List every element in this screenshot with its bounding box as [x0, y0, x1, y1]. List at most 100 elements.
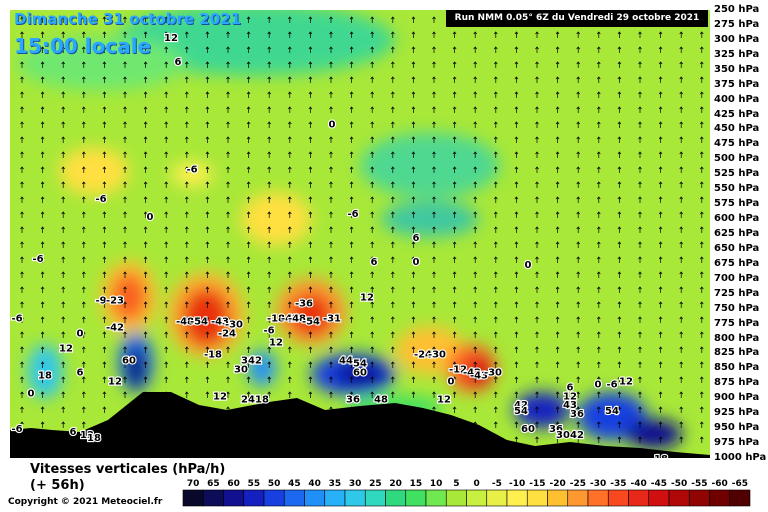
- wind-arrow: [638, 226, 642, 233]
- contour-label: -6: [32, 254, 43, 265]
- colorbar-label: -60: [711, 479, 727, 489]
- pressure-tick-label: 275 hPa: [714, 18, 760, 30]
- contour-label: 12: [108, 376, 122, 387]
- wind-arrow: [555, 121, 560, 128]
- wind-arrow: [452, 121, 457, 128]
- wind-arrow: [267, 361, 271, 368]
- wind-arrow: [20, 211, 24, 218]
- velocity-patch: [111, 272, 147, 321]
- colorbar-label: 0: [473, 479, 479, 489]
- wind-arrow: [102, 31, 107, 38]
- wind-arrow: [205, 226, 210, 233]
- wind-arrow: [185, 316, 189, 323]
- wind-arrow: [329, 316, 333, 323]
- wind-arrow: [61, 196, 65, 203]
- wind-arrow: [185, 196, 189, 203]
- wind-arrow: [473, 151, 477, 158]
- wind-arrow: [617, 106, 622, 113]
- wind-arrow: [123, 301, 127, 308]
- wind-arrow: [576, 91, 580, 98]
- wind-arrow: [82, 361, 86, 368]
- wind-arrow: [246, 151, 251, 158]
- wind-arrow: [82, 271, 86, 278]
- contour-label: 60: [122, 355, 136, 366]
- wind-arrow: [123, 91, 127, 98]
- wind-arrow: [494, 106, 498, 113]
- wind-arrow: [143, 46, 148, 53]
- contour-label: 54: [514, 406, 528, 417]
- wind-arrow: [288, 106, 292, 113]
- wind-arrow: [185, 301, 189, 308]
- wind-arrow: [617, 241, 622, 248]
- wind-arrow: [288, 166, 292, 173]
- wind-arrow: [452, 406, 457, 413]
- wind-arrow: [143, 151, 148, 158]
- wind-arrow: [432, 286, 436, 293]
- colorbar-swatch: [648, 489, 670, 507]
- wind-arrow: [40, 301, 45, 308]
- colorbar-swatch: [182, 489, 204, 507]
- contour-label: -42: [281, 314, 299, 325]
- wind-arrow: [535, 301, 539, 308]
- wind-arrow: [452, 91, 457, 98]
- wind-arrow: [391, 151, 395, 158]
- wind-arrow: [61, 361, 65, 368]
- contour-label: -6: [11, 424, 22, 435]
- pressure-tick-label: 450 hPa: [714, 123, 760, 135]
- wind-arrow: [494, 226, 498, 233]
- wind-arrow: [617, 31, 622, 38]
- contour-label: -18: [204, 349, 222, 360]
- wind-arrow: [164, 181, 168, 188]
- contour-label: -24: [218, 329, 236, 340]
- wind-arrow: [61, 331, 65, 338]
- wind-arrow: [205, 151, 210, 158]
- wind-arrow: [473, 76, 477, 83]
- wind-arrow: [205, 91, 210, 98]
- wind-arrow: [514, 61, 519, 68]
- wind-arrow: [658, 361, 663, 368]
- wind-arrow: [61, 181, 65, 188]
- wind-arrow: [370, 316, 374, 323]
- contour-label: -24: [414, 349, 432, 360]
- wind-arrow: [432, 301, 436, 308]
- wind-arrow: [494, 196, 498, 203]
- contour-label: -42: [463, 367, 481, 378]
- wind-arrow: [226, 226, 230, 233]
- wind-arrow: [514, 136, 519, 143]
- wind-arrow: [349, 61, 354, 68]
- wind-arrow: [535, 436, 539, 443]
- colorbar-label: -65: [732, 479, 748, 489]
- velocity-patch: [466, 356, 492, 387]
- wind-arrow: [246, 346, 251, 353]
- wind-arrow: [123, 61, 127, 68]
- wind-arrow: [61, 316, 65, 323]
- wind-arrow: [411, 211, 416, 218]
- wind-arrow: [143, 331, 148, 338]
- wind-arrow: [123, 226, 127, 233]
- wind-arrow: [452, 271, 457, 278]
- wind-arrow: [82, 391, 86, 398]
- wind-arrow: [246, 376, 251, 383]
- wind-arrow: [102, 91, 107, 98]
- wind-arrow: [143, 91, 148, 98]
- wind-arrow: [20, 91, 24, 98]
- velocity-patch: [395, 326, 465, 375]
- wind-arrow: [102, 211, 107, 218]
- wind-arrow: [246, 61, 251, 68]
- wind-arrow: [205, 286, 210, 293]
- wind-arrow: [308, 61, 313, 68]
- wind-arrow: [164, 76, 168, 83]
- wind-arrow: [288, 16, 292, 23]
- pressure-tick-label: 325 hPa: [714, 48, 760, 60]
- colorbar-swatch: [263, 489, 285, 507]
- colorbar-swatch: [547, 489, 569, 507]
- wind-arrow: [40, 16, 45, 23]
- wind-arrow: [597, 151, 601, 158]
- wind-arrow: [700, 376, 704, 383]
- pressure-tick-label: 775 hPa: [714, 317, 760, 329]
- wind-arrow: [143, 136, 148, 143]
- wind-arrow: [576, 241, 580, 248]
- wind-arrow: [329, 76, 333, 83]
- contour-label: 6: [77, 367, 84, 378]
- wind-arrow: [452, 241, 457, 248]
